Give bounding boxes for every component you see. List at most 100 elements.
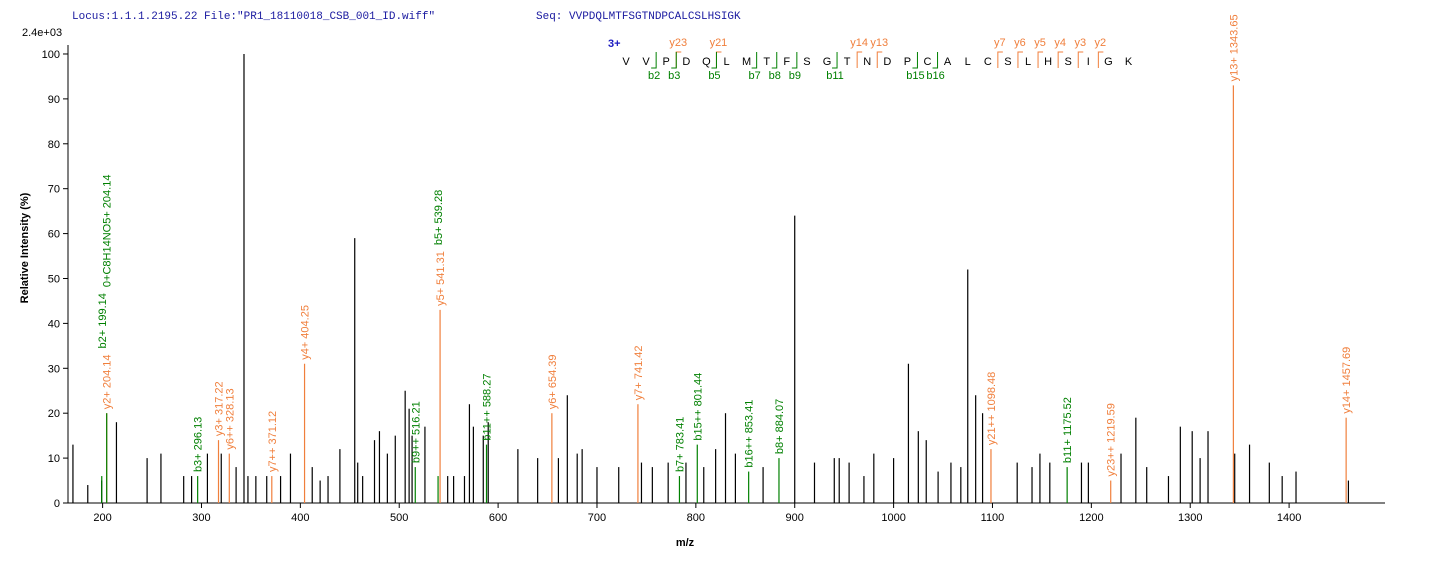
b-ion-mark [751,52,758,69]
residue: K [1125,56,1133,68]
b-ion-mark [791,52,798,69]
y-ion-mark [1057,51,1064,68]
y-tick-label: 40 [48,318,60,330]
b-ion-mark [711,52,717,69]
x-tick-label: 200 [93,512,111,524]
peak-label: b2+ 199.14 [97,293,109,348]
residue: S [1004,56,1011,68]
b-ion-label: b15 [906,70,924,82]
y-tick-label: 30 [48,363,60,375]
y-ion-mark [1017,51,1023,68]
y-tick-label: 100 [42,49,60,61]
y-ion-mark [1077,51,1084,68]
peak-label: 0+C8H14NO5+ 204.14 [102,175,114,288]
y-ion-mark [1037,51,1044,68]
header: Locus:1.1.1.2195.22 File:"PR1_18110018_C… [72,11,435,23]
peak-label: y7++ 371.12 [267,411,279,472]
y-tick-label: 80 [48,139,60,151]
residue: V [622,56,630,68]
b-ion-label: b8 [769,70,781,82]
residue: D [682,56,690,68]
y-ion-label: y13 [870,37,888,49]
peak-label: y3+ 317.22 [214,381,226,436]
y-ion-mark [876,51,883,68]
peak-label: b3+ 296.13 [193,417,205,472]
y-ion-mark [715,51,722,68]
b-ion-mark [771,52,778,69]
y-tick-label: 50 [48,273,60,285]
sequence-label: Seq: VVPDQLMTFSGTNDPCALCSLHSIGK [536,11,741,23]
y-tick-label: 70 [48,184,60,196]
y-tick-label: 20 [48,408,60,420]
x-tick-label: 500 [390,512,408,524]
peak-label: b16++ 853.41 [744,400,756,468]
y-ion-mark [997,51,1003,68]
y-ion-mark [1097,51,1104,68]
residue: S [803,56,810,68]
b-ion-label: b3 [668,70,680,82]
b-ion-label: b2 [648,70,660,82]
b-ion-mark [671,52,677,69]
x-tick-label: 1300 [1178,512,1202,524]
peak-label: y14+ 1457.69 [1341,347,1353,414]
b-ion-mark [832,52,838,69]
residue: C [924,56,932,68]
residue: F [783,56,790,68]
residue: N [863,56,871,68]
x-tick-label: 1200 [1079,512,1103,524]
y-axis-label: Relative Intensity (%) [19,192,31,303]
b-ion-label: b5 [708,70,720,82]
y-ion-label: y6 [1014,37,1026,49]
residue: P [663,56,670,68]
peak-label: y6++ 328.13 [224,388,236,449]
peak-label: b11++ 588.27 [482,374,494,441]
residue: H [1044,56,1052,68]
peak-label: y21++ 1098.48 [986,372,998,445]
y-tick-label: 0 [54,498,60,510]
charge-label: 3+ [608,38,621,50]
residue: P [904,56,911,68]
residue: L [1025,56,1031,68]
peak-label: b9++ 516.21 [410,401,422,463]
y-ion-label: y4 [1054,37,1066,49]
b-ion-label: b9 [789,70,801,82]
x-tick-label: 1400 [1277,512,1301,524]
y-ion-label: y23 [669,37,687,49]
residue: L [965,56,971,68]
peak-label: y7+ 741.42 [633,345,645,400]
peak-label: y2+ 204.14 [102,354,114,409]
residue: Q [702,56,711,68]
y-ion-label: y2 [1095,37,1107,49]
x-tick-label: 700 [588,512,606,524]
y-ion-mark [675,51,682,68]
b-ion-mark [651,52,657,69]
x-axis-label: m/z [676,537,695,549]
peak-label: y13+ 1343.65 [1228,14,1240,81]
b-ion-mark [932,52,939,69]
residue: D [883,56,891,68]
y-ion-label: y5 [1034,37,1046,49]
peak-label: y23++ 1219.59 [1106,403,1118,476]
residue: V [642,56,650,68]
residue: A [944,56,952,68]
x-tick-label: 900 [786,512,804,524]
b-ion-mark [912,52,918,69]
b-ion-label: b11 [826,70,844,82]
residue: C [984,56,992,68]
peak-label: y5+ 541.31 [435,251,447,306]
x-tick-label: 600 [489,512,507,524]
y-tick-label: 90 [48,94,60,106]
b-ion-label: b16 [926,70,944,82]
peak-label: y6+ 654.39 [547,354,559,409]
y-ion-label: y7 [994,37,1006,49]
residue: I [1087,56,1090,68]
residue: M [742,56,751,68]
x-tick-label: 300 [192,512,210,524]
x-tick-label: 400 [291,512,309,524]
peak-label: b15++ 801.44 [692,373,704,441]
x-tick-label: 1000 [881,512,905,524]
x-tick-label: 800 [687,512,705,524]
y-tick-label: 60 [48,229,60,241]
x-tick-label: 1100 [981,512,1005,524]
